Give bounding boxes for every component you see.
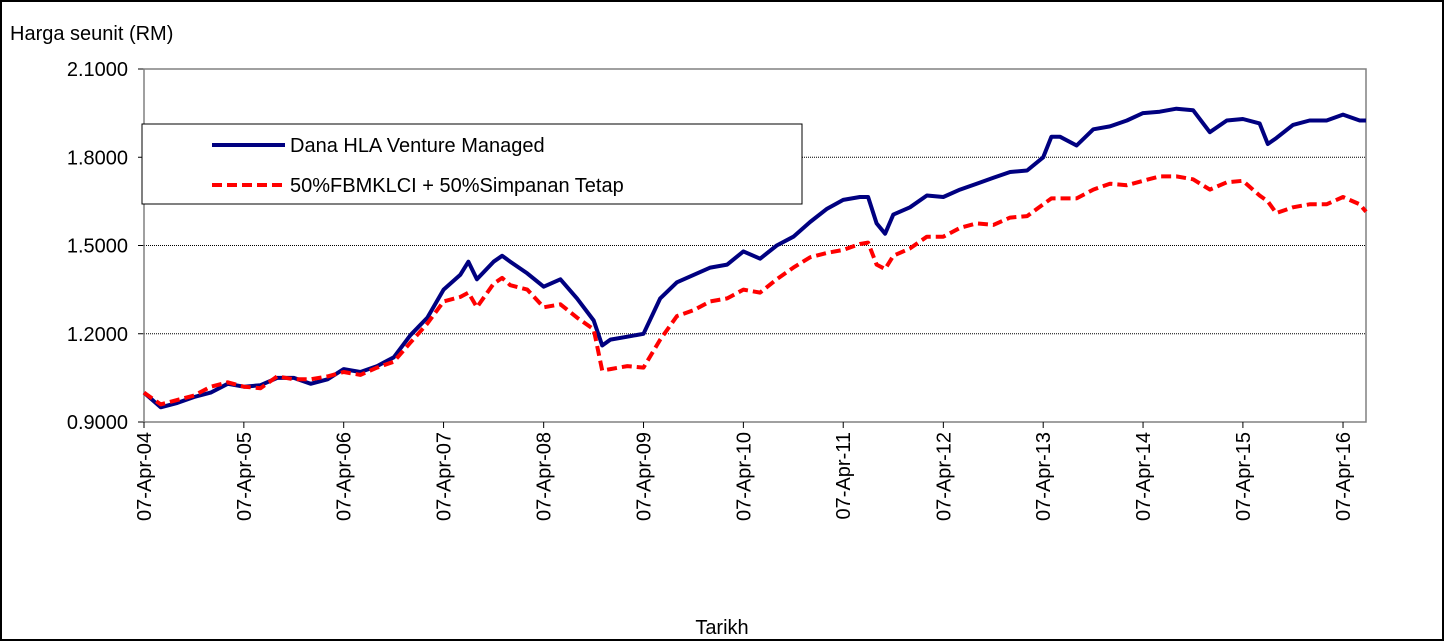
plot-border: [143, 68, 1367, 423]
legend-label: 50%FBMKLCI + 50%Simpanan Tetap: [290, 175, 624, 197]
y-tick-label: 1.2000: [67, 324, 128, 346]
y-tick-label: 0.9000: [67, 412, 128, 434]
legend-box: [141, 123, 803, 205]
series-line: [142, 174, 1368, 407]
x-tick-label: 07-Apr-10: [733, 432, 755, 521]
series-line: [142, 106, 1366, 410]
x-axis-title: Tarikh: [695, 617, 748, 639]
x-tick-label: 07-Apr-07: [434, 432, 456, 521]
x-tick-label: 07-Apr-12: [933, 432, 955, 521]
x-tick-label: 07-Apr-15: [1233, 432, 1255, 521]
y-tick-label: 1.5000: [67, 236, 128, 258]
y-tick-label: 2.1000: [67, 59, 128, 81]
y-tick-label: 1.8000: [67, 147, 128, 169]
x-tick-label: 07-Apr-09: [634, 432, 656, 521]
x-tick-label: 07-Apr-11: [833, 432, 855, 519]
x-tick-label: 07-Apr-13: [1033, 432, 1055, 521]
x-tick-label: 07-Apr-05: [234, 432, 256, 521]
legend-label: Dana HLA Venture Managed: [290, 135, 545, 157]
x-tick-label: 07-Apr-16: [1333, 432, 1355, 521]
y-axis-title: Harga seunit (RM): [10, 23, 173, 45]
x-tick-label: 07-Apr-08: [534, 432, 556, 521]
x-tick-label: 07-Apr-06: [334, 432, 356, 521]
x-tick-label: 07-Apr-04: [134, 432, 156, 521]
x-tick-label: 07-Apr-14: [1133, 432, 1155, 521]
